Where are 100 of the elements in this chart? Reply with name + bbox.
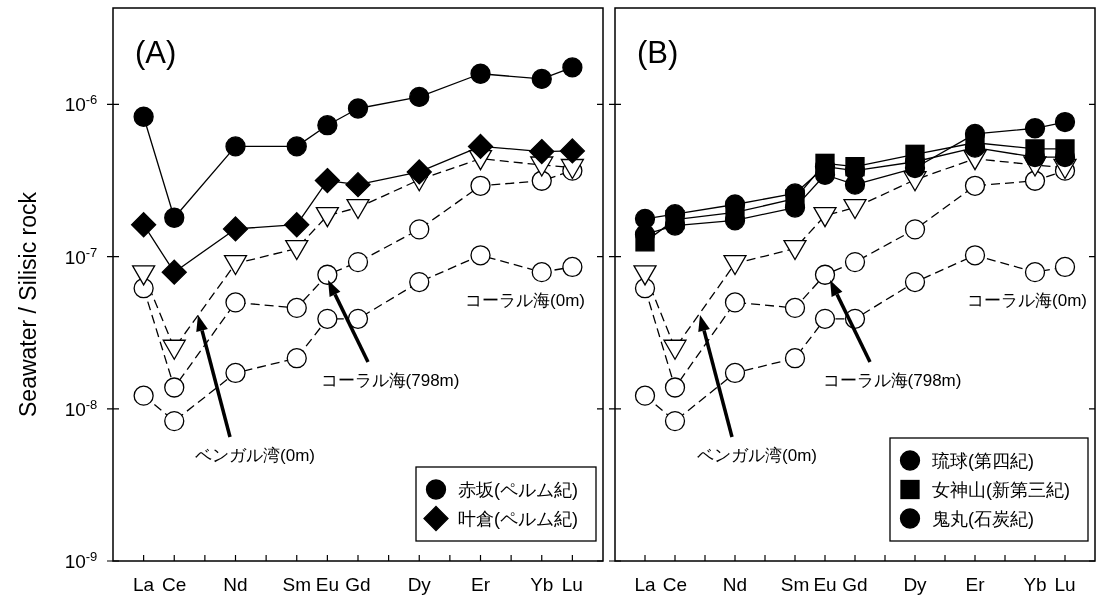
x-tick-label: Sm xyxy=(282,574,311,595)
point xyxy=(904,219,926,240)
point xyxy=(813,206,837,228)
y-tick-label: 10$^{-6}$ xyxy=(64,91,98,116)
point xyxy=(531,262,552,283)
annotation: ベンガル湾(0m) xyxy=(697,446,817,465)
x-tick-label: Gd xyxy=(345,574,371,595)
x-tick-label: Sm xyxy=(780,574,810,595)
point xyxy=(131,265,156,286)
point xyxy=(317,115,338,136)
point xyxy=(634,385,656,406)
x-tick-label: Ce xyxy=(162,574,187,595)
point xyxy=(470,175,491,196)
point xyxy=(467,133,494,160)
point xyxy=(406,159,432,185)
point xyxy=(347,98,369,119)
point xyxy=(531,68,552,90)
point xyxy=(724,292,746,313)
point xyxy=(635,232,655,252)
point xyxy=(286,136,307,157)
point xyxy=(285,239,309,261)
point xyxy=(1054,256,1076,278)
point xyxy=(162,339,186,360)
point xyxy=(222,216,249,242)
annotation: コーラル海(0m) xyxy=(465,291,585,310)
y-tick-label: 10$^{-9}$ xyxy=(64,548,98,572)
point xyxy=(1024,170,1046,191)
point xyxy=(964,245,986,266)
annotation: コーラル海(798m) xyxy=(320,371,460,390)
x-tick-label: Ce xyxy=(662,574,688,595)
point xyxy=(562,256,583,278)
legend-label: 鬼丸(石炭紀) xyxy=(932,508,1034,529)
point xyxy=(164,410,185,432)
point xyxy=(345,172,371,198)
point xyxy=(664,377,686,398)
point xyxy=(409,271,430,293)
annotation: コーラル海(798m) xyxy=(822,371,962,390)
point xyxy=(814,264,836,285)
point xyxy=(317,308,338,329)
x-tick-label: Nd xyxy=(722,574,748,595)
point xyxy=(314,167,341,194)
point xyxy=(814,308,836,329)
y-tick-label: 10$^{-7}$ xyxy=(64,244,98,268)
point xyxy=(315,206,340,228)
point xyxy=(664,410,686,432)
point xyxy=(225,362,246,384)
point xyxy=(531,170,552,191)
x-tick-label: La xyxy=(634,574,656,595)
point xyxy=(529,138,555,165)
point xyxy=(562,57,583,78)
point xyxy=(470,63,491,84)
text: (A) xyxy=(135,35,177,70)
point xyxy=(286,348,307,369)
legend-label: 琉球(第四紀) xyxy=(932,450,1034,471)
point xyxy=(130,212,157,238)
point xyxy=(1054,111,1076,133)
text: (B) xyxy=(637,35,679,70)
point xyxy=(964,175,986,196)
legend-label: 叶倉(ペルム紀) xyxy=(458,508,578,529)
y-axis-title: Seawater / Silisic rock xyxy=(15,191,41,417)
x-tick-label: Gd xyxy=(842,574,868,595)
x-tick-label: Eu xyxy=(813,574,837,595)
x-tick-label: Dy xyxy=(903,574,928,595)
legend-label: 赤坂(ペルム紀) xyxy=(458,479,578,500)
y-tick-label: 10$^{-8}$ xyxy=(64,396,98,420)
point xyxy=(347,251,369,273)
point xyxy=(1024,262,1046,283)
point xyxy=(133,385,154,406)
point xyxy=(346,198,370,220)
annotation: ベンガル湾(0m) xyxy=(195,446,315,465)
point xyxy=(409,219,430,240)
point xyxy=(470,245,491,266)
x-tick-label: Yb xyxy=(530,574,554,595)
point xyxy=(724,362,746,384)
annotation: コーラル海(0m) xyxy=(967,291,1087,310)
point xyxy=(663,339,687,360)
x-tick-label: Lu xyxy=(561,574,583,595)
point xyxy=(347,308,369,329)
point xyxy=(223,254,248,276)
point xyxy=(409,86,430,108)
point xyxy=(164,207,185,228)
point xyxy=(133,106,154,127)
point xyxy=(164,377,185,398)
point xyxy=(286,297,307,319)
x-tick-label: La xyxy=(133,574,155,595)
point xyxy=(559,138,586,164)
point xyxy=(723,254,747,276)
point xyxy=(634,208,656,230)
point xyxy=(284,212,310,238)
x-tick-label: Yb xyxy=(1023,574,1047,595)
point xyxy=(783,239,807,261)
legend-label: 女神山(新第三紀) xyxy=(932,479,1070,500)
point xyxy=(225,136,246,157)
point xyxy=(1024,118,1046,139)
point xyxy=(317,264,338,285)
point xyxy=(633,265,657,286)
point xyxy=(844,251,866,273)
x-tick-label: Nd xyxy=(223,574,248,595)
point xyxy=(161,259,187,285)
point xyxy=(904,271,926,293)
